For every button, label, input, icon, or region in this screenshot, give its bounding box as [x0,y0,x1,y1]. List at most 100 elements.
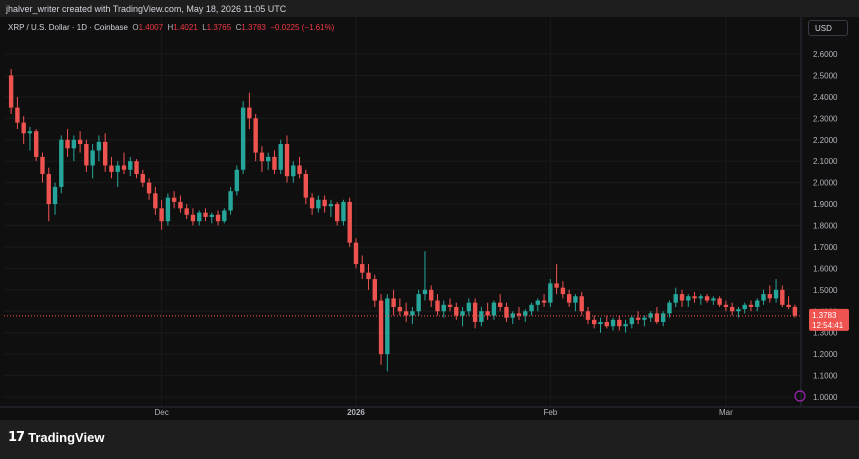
x-tick-label: Mar [719,408,733,417]
candle-body [704,296,710,301]
candle-body [366,272,371,280]
candle-body [742,304,747,310]
low-label: L [202,23,207,32]
candle-body [623,324,628,327]
candle-body [497,302,503,307]
tradingview-brand[interactable]: 17 TradingView [8,430,104,445]
candle-body [460,311,465,316]
y-tick-label: 1.6000 [813,264,838,273]
candle-body [34,131,39,157]
candle-body [278,144,283,170]
candle-body [786,304,791,307]
candle-body [679,294,685,301]
candle-body [447,304,453,307]
candle-body [560,287,566,295]
candle-body [648,313,653,318]
y-tick-label: 2.1000 [813,157,838,166]
y-tick-label: 2.2000 [813,136,838,145]
y-tick-label: 1.3000 [813,329,838,338]
candle-body [761,294,766,301]
y-tick-label: 1.9000 [813,200,838,209]
candle-body [184,208,189,215]
candle-body [284,144,290,177]
candle-body [767,294,772,299]
candlestick-chart[interactable]: 1.00001.10001.20001.30001.40001.50001.60… [0,17,859,420]
candle-body [234,169,240,192]
brand-name: TradingView [28,430,105,445]
candle-body [510,313,515,318]
x-tick-label: Dec [154,408,168,417]
candle-body [8,75,14,108]
ohlc-legend: XRP / U.S. Dollar · 1D · Coinbase O1.400… [8,23,334,32]
last-price-countdown: 12:54:41 [812,321,844,330]
candle-body [416,294,421,312]
candle-body [372,279,377,301]
y-tick-label: 1.1000 [813,372,838,381]
candle-body [27,131,33,134]
candle-body [165,197,171,222]
y-tick-label: 1.2000 [813,350,838,359]
candle-body [755,300,760,307]
candle-body [71,139,77,149]
candle-body [121,165,127,170]
candle-body [529,304,534,312]
x-tick-label: 2026 [347,408,365,417]
close-value: 1.3783 [241,23,266,32]
candle-body [171,197,177,202]
candle-body [159,208,164,222]
candle-body [334,204,340,222]
candle-body [178,201,183,209]
y-tick-label: 2.4000 [813,93,838,102]
candle-body [259,152,265,162]
candle-body [102,141,108,166]
candle-body [59,139,64,187]
timezone-icon [794,390,806,402]
chart-pane[interactable]: 1.00001.10001.20001.30001.40001.50001.60… [0,17,859,420]
candle-body [21,122,26,134]
candle-body [629,317,635,325]
candle-body [466,302,472,312]
candle-body [353,242,359,265]
candle-body [272,156,277,170]
candle-body [84,144,89,166]
candle-body [516,313,522,316]
currency-button[interactable]: USD [808,20,848,36]
candle-body [347,201,352,243]
symbol-name[interactable]: XRP / U.S. Dollar · 1D · Coinbase [8,23,128,32]
candle-body [140,174,145,183]
candle-body [472,302,478,322]
candle-body [422,289,428,295]
candle-body [203,212,208,217]
candle-body [65,139,70,149]
candle-body [654,313,660,322]
candle-body [341,201,346,222]
candle-body [297,165,302,175]
candle-body [748,304,754,307]
candle-body [661,313,666,322]
candle-body [491,302,497,316]
candle-body [410,311,415,316]
candle-body [523,311,528,316]
candle-body [391,298,396,307]
low-value: 1.3765 [206,23,232,32]
candle-body [378,300,384,355]
candle-body [146,182,152,194]
candle-body [792,306,798,316]
candle-body [309,197,315,209]
candle-body [266,156,271,162]
y-tick-label: 2.0000 [813,179,838,188]
y-tick-label: 1.8000 [813,222,838,231]
candle-body [585,311,591,320]
candle-body [692,296,697,299]
candle-body [566,294,572,303]
candle-body [385,298,390,355]
candle-body [541,300,547,303]
candle-body [153,193,158,209]
y-tick-label: 1.5000 [813,286,838,295]
candle-body [46,174,51,205]
candle-body [780,289,785,305]
candle-body [215,214,221,222]
candle-body [635,317,641,320]
candle-body [441,304,446,312]
candle-body [328,204,334,207]
